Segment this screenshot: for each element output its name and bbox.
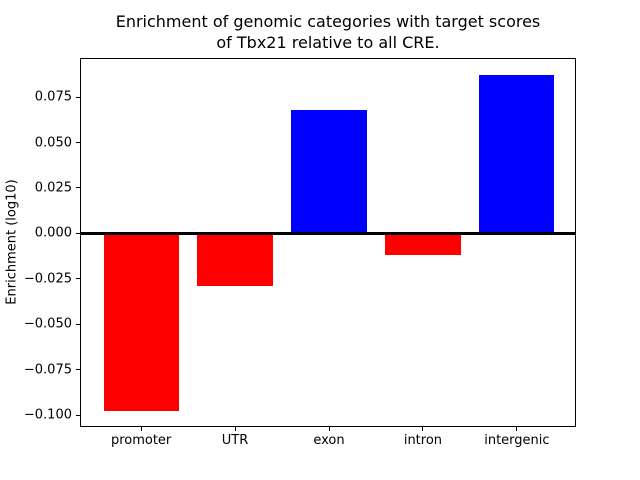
bar-promoter — [103, 233, 179, 412]
x-tick-label-UTR: UTR — [221, 433, 249, 449]
y-tick-label: −0.100 — [23, 407, 72, 423]
bar-intron — [385, 233, 461, 256]
y-tick-mark — [76, 96, 81, 98]
x-tick-mark — [422, 426, 424, 432]
y-tick-mark — [76, 414, 81, 416]
x-tick-mark — [328, 426, 330, 432]
y-tick-label: 0.025 — [34, 180, 72, 196]
chart-title: Enrichment of genomic categories with ta… — [115, 12, 541, 52]
plot-area: 0.075 0.050 0.025 0.000 −0.025 −0.050 −0.075 −0… — [24, 57, 576, 448]
y-tick-mark — [76, 187, 81, 189]
x-tick-label-promoter: promoter — [110, 433, 172, 449]
y-tick-label: −0.025 — [23, 271, 72, 287]
y-tick-mark — [76, 369, 81, 371]
y-tick-label: 0.075 — [34, 89, 72, 105]
y-axis-label: Enrichment (log10) — [4, 179, 20, 305]
y-tick-mark — [76, 278, 81, 280]
x-tick-label-exon: exon — [313, 433, 345, 449]
x-tick-mark — [140, 426, 142, 432]
bar-exon — [291, 109, 367, 234]
y-tick-mark — [76, 232, 81, 234]
x-tick-mark — [516, 426, 518, 432]
zero-line — [81, 231, 575, 235]
bar-UTR — [197, 233, 273, 287]
y-tick-label: −0.075 — [23, 362, 72, 378]
y-tick-label: 0.000 — [34, 225, 72, 241]
y-tick-mark — [76, 142, 81, 144]
bar-intergenic — [479, 75, 555, 234]
x-tick-label-intron: intron — [403, 433, 443, 449]
y-tick-label: 0.050 — [34, 135, 72, 151]
y-tick-label: −0.050 — [23, 316, 72, 332]
x-tick-label-intergenic: intergenic — [484, 433, 550, 449]
x-tick-mark — [234, 426, 236, 432]
y-tick-mark — [76, 323, 81, 325]
